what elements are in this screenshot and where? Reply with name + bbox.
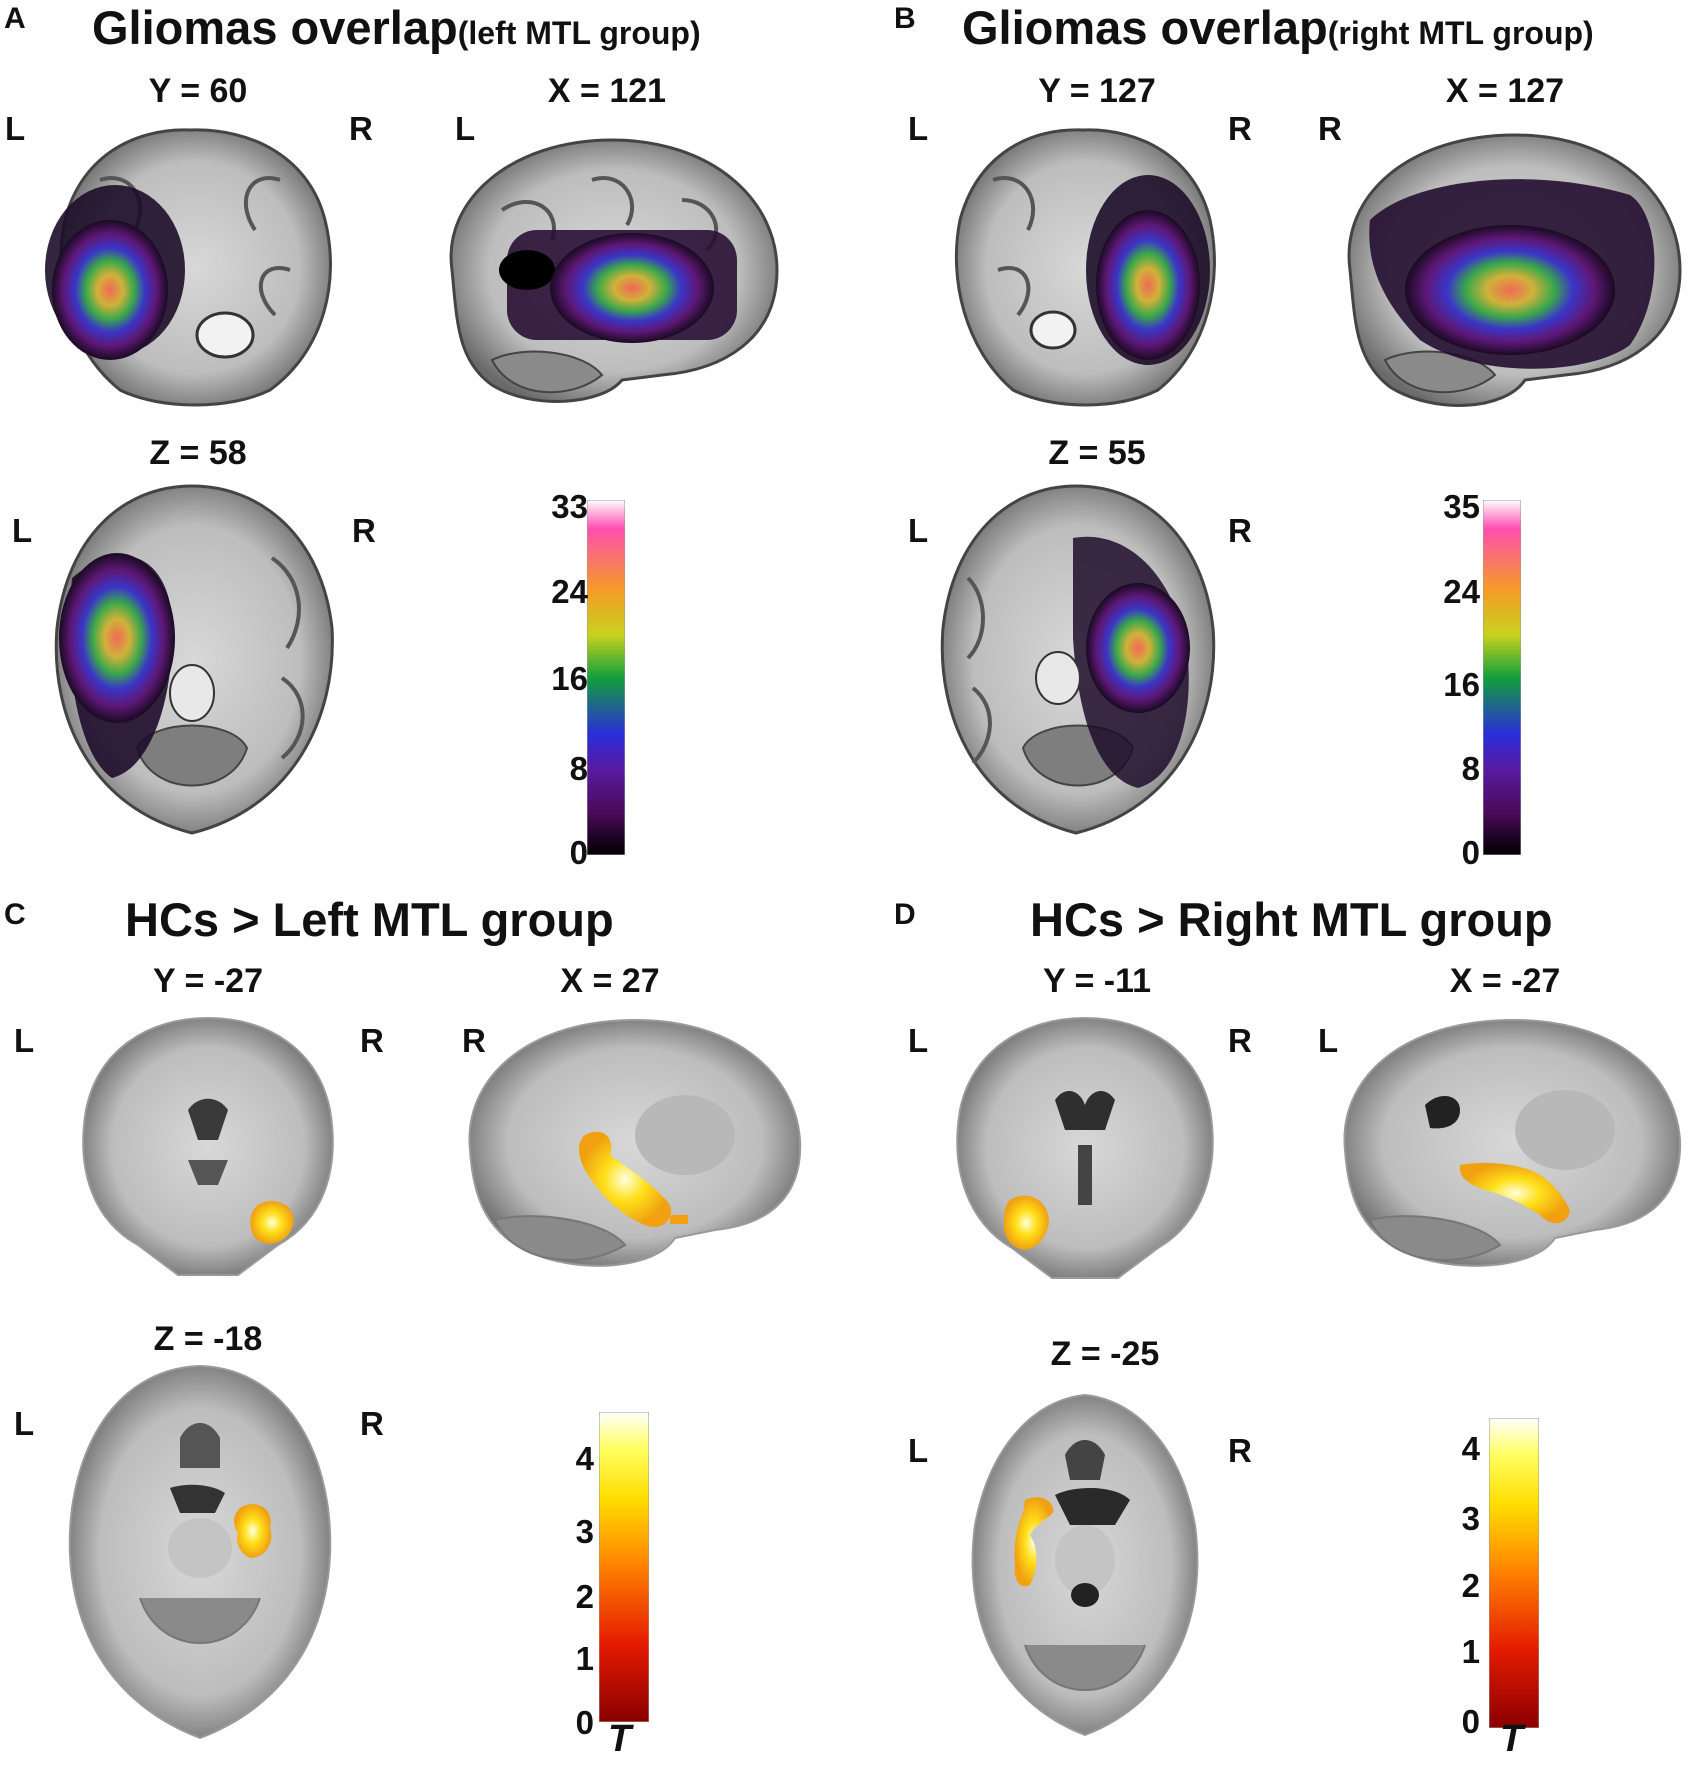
panel-b-colorbar-tick: 35	[1443, 488, 1480, 525]
panel-letter-a: A	[4, 2, 26, 35]
panel-a-colorbar-tick: 0	[569, 834, 588, 871]
panel-b-axial-right-label: R	[1228, 512, 1252, 549]
panel-c-colorbar-tick: 2	[575, 1578, 594, 1615]
panel-c-axial-right-label: R	[360, 1405, 384, 1442]
panel-d-axial-brain	[971, 1393, 1199, 1737]
panel-b-sagittal-left-label: R	[1318, 110, 1342, 147]
panel-b-title-main: Gliomas overlap	[962, 1, 1328, 54]
panel-c-sagittal-coord: X = 27	[560, 962, 660, 1000]
panel-a-coronal-left-label: L	[5, 110, 26, 147]
panel-d-colorbar-tick: 1	[1461, 1633, 1480, 1670]
panel-d-coronal-coord: Y = -11	[1042, 962, 1152, 1000]
panel-d-coronal-right-label: R	[1228, 1022, 1252, 1059]
panel-d-coronal-left-label: L	[908, 1022, 929, 1059]
panel-c-colorbar	[599, 1412, 649, 1722]
panel-c-sagittal-brain	[468, 1018, 802, 1267]
panel-d-colorbar-tick: 3	[1461, 1500, 1480, 1537]
panel-b-axial-coord: Z = 55	[1048, 434, 1146, 472]
panel-c-coronal-brain	[82, 1016, 334, 1276]
panel-b-colorbar-tick: 0	[1461, 834, 1480, 871]
panel-b-coronal-right-label: R	[1228, 110, 1252, 147]
panel-c-colorbar-tick: 4	[575, 1440, 594, 1477]
panel-a-colorbar-tick: 24	[551, 573, 588, 610]
panel-a-sagittal-coord: X = 121	[547, 72, 667, 110]
panel-c-sagittal-left-label: R	[462, 1022, 486, 1059]
panel-a-title-sub: (left MTL group)	[457, 15, 701, 51]
panel-a-title-main: Gliomas overlap	[92, 1, 458, 54]
panel-a-axial-coord: Z = 58	[149, 434, 247, 472]
panel-c-colorbar-label: T	[608, 1718, 632, 1760]
panel-b-sagittal-coord: X = 127	[1445, 72, 1565, 110]
panel-c-axial-coord: Z = -18	[153, 1320, 263, 1358]
panel-a-sagittal-left-label: L	[455, 110, 476, 147]
panel-letter-c: C	[4, 898, 26, 931]
panel-d-axial-right-label: R	[1228, 1432, 1252, 1469]
panel-b-colorbar-tick: 24	[1443, 573, 1480, 610]
panel-a-axial-right-label: R	[352, 512, 376, 549]
panel-c-coronal-right-label: R	[360, 1022, 384, 1059]
panel-d-coronal-brain	[956, 1016, 1214, 1279]
panel-c-colorbar-tick: 0	[575, 1704, 594, 1741]
panel-b-title-sub: (right MTL group)	[1327, 15, 1594, 51]
panel-a-axial-left-label: L	[12, 512, 33, 549]
panel-b-colorbar-tick: 16	[1443, 666, 1480, 703]
panel-c-axial-brain	[68, 1364, 332, 1740]
panel-d-sagittal-coord: X = -27	[1449, 962, 1561, 1000]
panel-b-colorbar	[1483, 500, 1521, 855]
panel-b-coronal-left-label: L	[908, 110, 929, 147]
panel-b-axial-brain	[940, 484, 1216, 835]
panel-b-colorbar-tick: 8	[1461, 750, 1480, 787]
panel-a-title: Gliomas overlap(left MTL group)	[92, 0, 701, 55]
panel-a-coronal-right-label: R	[349, 110, 373, 147]
panel-a-sagittal-brain	[449, 138, 779, 403]
panel-c-axial-left-label: L	[14, 1405, 35, 1442]
panel-d-colorbar	[1489, 1418, 1539, 1728]
panel-c-coronal-coord: Y = -27	[153, 962, 263, 1000]
panel-a-coronal-brain	[45, 128, 332, 407]
panel-a-coronal-coord: Y = 60	[148, 72, 248, 110]
panel-b-coronal-brain	[954, 128, 1216, 407]
panel-d-axial-left-label: L	[908, 1432, 929, 1469]
panel-d-colorbar-tick: 0	[1461, 1703, 1480, 1740]
panel-a-colorbar-tick: 33	[551, 488, 588, 525]
panel-c-colorbar-tick: 3	[575, 1513, 594, 1550]
panel-d-colorbar-label: T	[1500, 1718, 1524, 1760]
panel-d-colorbar-tick: 2	[1461, 1567, 1480, 1604]
panel-d-axial-coord: Z = -25	[1050, 1335, 1160, 1373]
panel-c-coronal-left-label: L	[14, 1022, 35, 1059]
panel-d-sagittal-brain	[1343, 1018, 1682, 1267]
panel-a-colorbar-tick: 16	[551, 660, 588, 697]
panel-b-coronal-coord: Y = 127	[1038, 72, 1156, 110]
panel-letter-d: D	[894, 898, 916, 931]
panel-a-colorbar	[587, 500, 625, 855]
panel-d-sagittal-left-label: L	[1318, 1022, 1339, 1059]
panel-a-colorbar-tick: 8	[569, 750, 588, 787]
panel-d-title: HCs > Right MTL group	[1030, 893, 1553, 946]
panel-a-axial-brain	[54, 484, 334, 835]
panel-b-sagittal-brain	[1347, 133, 1682, 407]
panel-letter-b: B	[894, 2, 916, 35]
panel-b-axial-left-label: L	[908, 512, 929, 549]
panel-c-title: HCs > Left MTL group	[125, 893, 614, 946]
panel-b-title: Gliomas overlap(right MTL group)	[962, 0, 1594, 55]
panel-c-colorbar-tick: 1	[575, 1640, 594, 1677]
panel-d-colorbar-tick: 4	[1461, 1430, 1480, 1467]
